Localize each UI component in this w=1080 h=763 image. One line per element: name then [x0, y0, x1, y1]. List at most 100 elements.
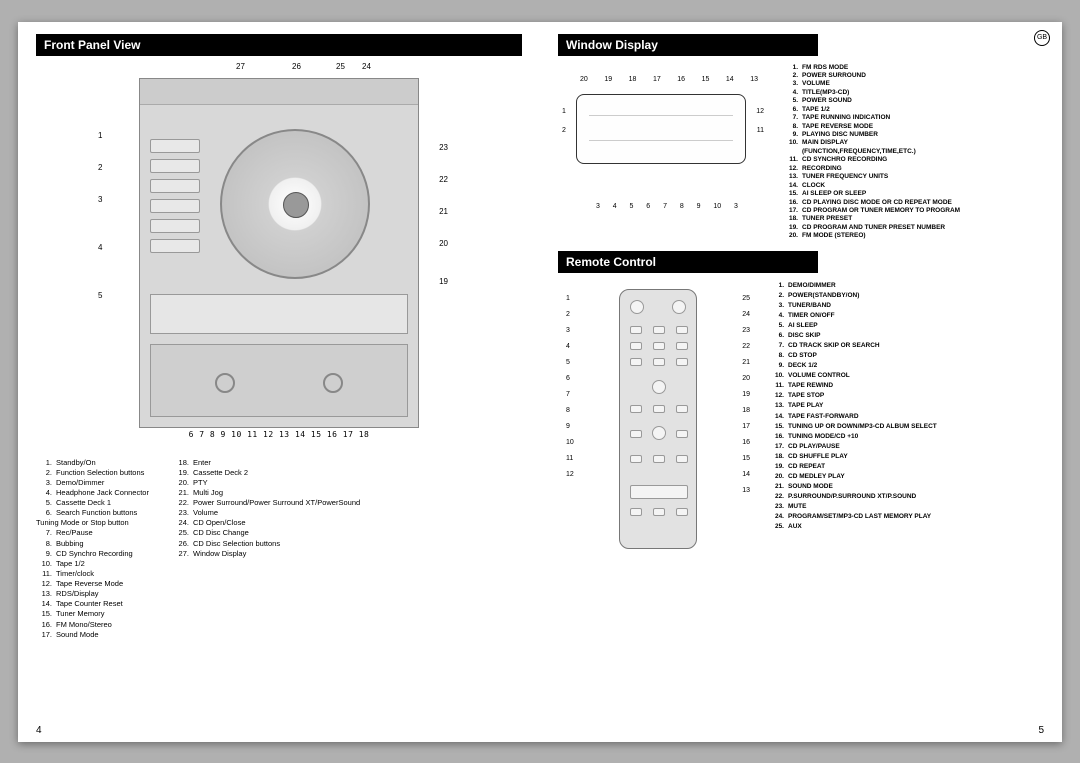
legend-item: 5.POWER SOUND: [784, 97, 960, 105]
remote-button-icon: [630, 508, 642, 516]
front-panel-legend: 1.Standby/On2.Function Selection buttons…: [36, 458, 522, 640]
page-number: 4: [36, 725, 42, 736]
fp-top-callouts: 27 26 25 24: [36, 62, 522, 74]
fp-right-callouts: 23 22 21 20 19: [439, 144, 448, 310]
remote-button-icon: [630, 405, 642, 413]
callout: 5: [98, 292, 102, 300]
legend-column: 1.Standby/On2.Function Selection buttons…: [36, 458, 149, 640]
rc-right-callouts: 25242322212019181716151413: [742, 295, 750, 503]
legend-item: 9.CD Synchro Recording: [36, 549, 149, 559]
callout: 4: [98, 244, 102, 252]
callout: 25: [336, 62, 345, 71]
legend-item: 19.CD PROGRAM AND TUNER PRESET NUMBER: [784, 224, 960, 232]
remote-control-header: Remote Control: [558, 251, 818, 273]
front-panel-diagram-wrap: 27 26 25 24 1 2 3 4 5 23 22 21 20 19: [36, 64, 522, 444]
callout: 11: [566, 455, 574, 462]
callout: 5: [566, 359, 574, 366]
callout: 3: [566, 327, 574, 334]
legend-item: 7.CD TRACK SKIP OR SEARCH: [770, 341, 937, 351]
remote-button-icon: [653, 342, 665, 350]
remote-button-icon: [653, 358, 665, 366]
callout: 21: [439, 208, 448, 216]
legend-item: 6.Search Function buttons: [36, 508, 149, 518]
callout: 17: [653, 76, 661, 83]
legend-item: 25.AUX: [770, 522, 937, 532]
legend-item: 21.SOUND MODE: [770, 482, 937, 492]
remote-button-icon: [630, 455, 642, 463]
legend-item: 7.TAPE RUNNING INDICATION: [784, 114, 960, 122]
legend-item: 14.Tape Counter Reset: [36, 599, 149, 609]
legend-item: 11.Timer/clock: [36, 569, 149, 579]
legend-item: 6.TAPE 1/2: [784, 106, 960, 114]
legend-item: 24.CD Open/Close: [173, 518, 360, 528]
legend-item: 18.Enter: [173, 458, 360, 468]
legend-item: 3.Demo/Dimmer: [36, 478, 149, 488]
legend-item: 7.Rec/Pause: [36, 528, 149, 538]
rc-left-callouts: 123456789101112: [566, 295, 574, 487]
remote-control-legend: 1.DEMO/DIMMER2.POWER(STANDBY/ON)3.TUNER/…: [770, 281, 937, 561]
callout: 1: [562, 108, 566, 115]
legend-item: 25.CD Disc Change: [173, 528, 360, 538]
legend-item: 10.MAIN DISPLAY: [784, 139, 960, 147]
legend-item: 6.DISC SKIP: [770, 331, 937, 341]
legend-item: 12.TAPE STOP: [770, 391, 937, 401]
remote-button-icon: [653, 405, 665, 413]
legend-item: 12.Tape Reverse Mode: [36, 579, 149, 589]
cassette-deck-icon: [150, 344, 408, 417]
remote-button-icon: [630, 300, 644, 314]
window-display-legend: 1.FM RDS MODE2.POWER SURROUND3.VOLUME4.T…: [784, 64, 960, 241]
legend-item: 4.TIMER ON/OFF: [770, 311, 937, 321]
callout: 10: [566, 439, 574, 446]
callout: 15: [742, 455, 750, 462]
callout: 2: [566, 311, 574, 318]
wd-bottom-callouts: 3 4 5 6 7 8 9 10 3: [596, 203, 738, 210]
callout: 9: [566, 423, 574, 430]
remote-button-icon: [630, 342, 642, 350]
legend-item: 8.TAPE REVERSE MODE: [784, 123, 960, 131]
remote-button-icon: [630, 358, 642, 366]
remote-button-icon: [653, 455, 665, 463]
remote-button-icon: [676, 508, 688, 516]
legend-item: 22.Power Surround/Power Surround XT/Powe…: [173, 498, 360, 508]
legend-item: 15.AI SLEEP OR SLEEP: [784, 190, 960, 198]
legend-item: 13.TUNER FREQUENCY UNITS: [784, 173, 960, 181]
legend-item: 18.CD SHUFFLE PLAY: [770, 452, 937, 462]
callout: 24: [362, 62, 371, 71]
remote-button-icon: [652, 426, 666, 440]
window-display-section: 20 19 18 17 16 15 14 13 1 2 12 11: [558, 64, 1044, 241]
callout: 1: [566, 295, 574, 302]
legend-item: 14.CLOCK: [784, 182, 960, 190]
legend-item: 2.POWER(STANDBY/ON): [770, 291, 937, 301]
legend-item: 13.TAPE PLAY: [770, 401, 937, 411]
legend-item: 2.POWER SURROUND: [784, 72, 960, 80]
callout: 12: [756, 108, 764, 115]
legend-column: 18.Enter19.Cassette Deck 220.PTY21.Multi…: [173, 458, 360, 640]
callout: 18: [629, 76, 637, 83]
callout: 8: [680, 203, 684, 210]
remote-button-icon: [676, 358, 688, 366]
front-panel-header: Front Panel View: [36, 34, 522, 56]
legend-item: 5.AI SLEEP: [770, 321, 937, 331]
legend-item: 15.TUNING UP OR DOWN/MP3-CD ALBUM SELECT: [770, 422, 937, 432]
wd-right-callouts: 12 11: [756, 108, 764, 146]
legend-item: 17.Sound Mode: [36, 630, 149, 640]
legend-item: 22.P.SURROUND/P.SURROUND XT/P.SOUND: [770, 492, 937, 502]
callout: 8: [566, 407, 574, 414]
callout: 26: [292, 62, 301, 71]
stereo-button-column: [150, 139, 200, 259]
callout: 11: [756, 127, 764, 134]
remote-button-icon: [676, 455, 688, 463]
legend-item: 17.CD PLAY/PAUSE: [770, 442, 937, 452]
callout: 3: [98, 196, 102, 204]
callout: 16: [677, 76, 685, 83]
callout: 6: [566, 375, 574, 382]
callout: 22: [439, 176, 448, 184]
legend-item: 15.Tuner Memory: [36, 609, 149, 619]
callout: 3: [596, 203, 600, 210]
callout: 25: [742, 295, 750, 302]
remote-illustration: [619, 289, 697, 549]
legend-item: 19.Cassette Deck 2: [173, 468, 360, 478]
legend-item: 4.TITLE(MP3-CD): [784, 89, 960, 97]
legend-item: 16.TUNING MODE/CD +10: [770, 432, 937, 442]
legend-item: 4.Headphone Jack Connector: [36, 488, 149, 498]
